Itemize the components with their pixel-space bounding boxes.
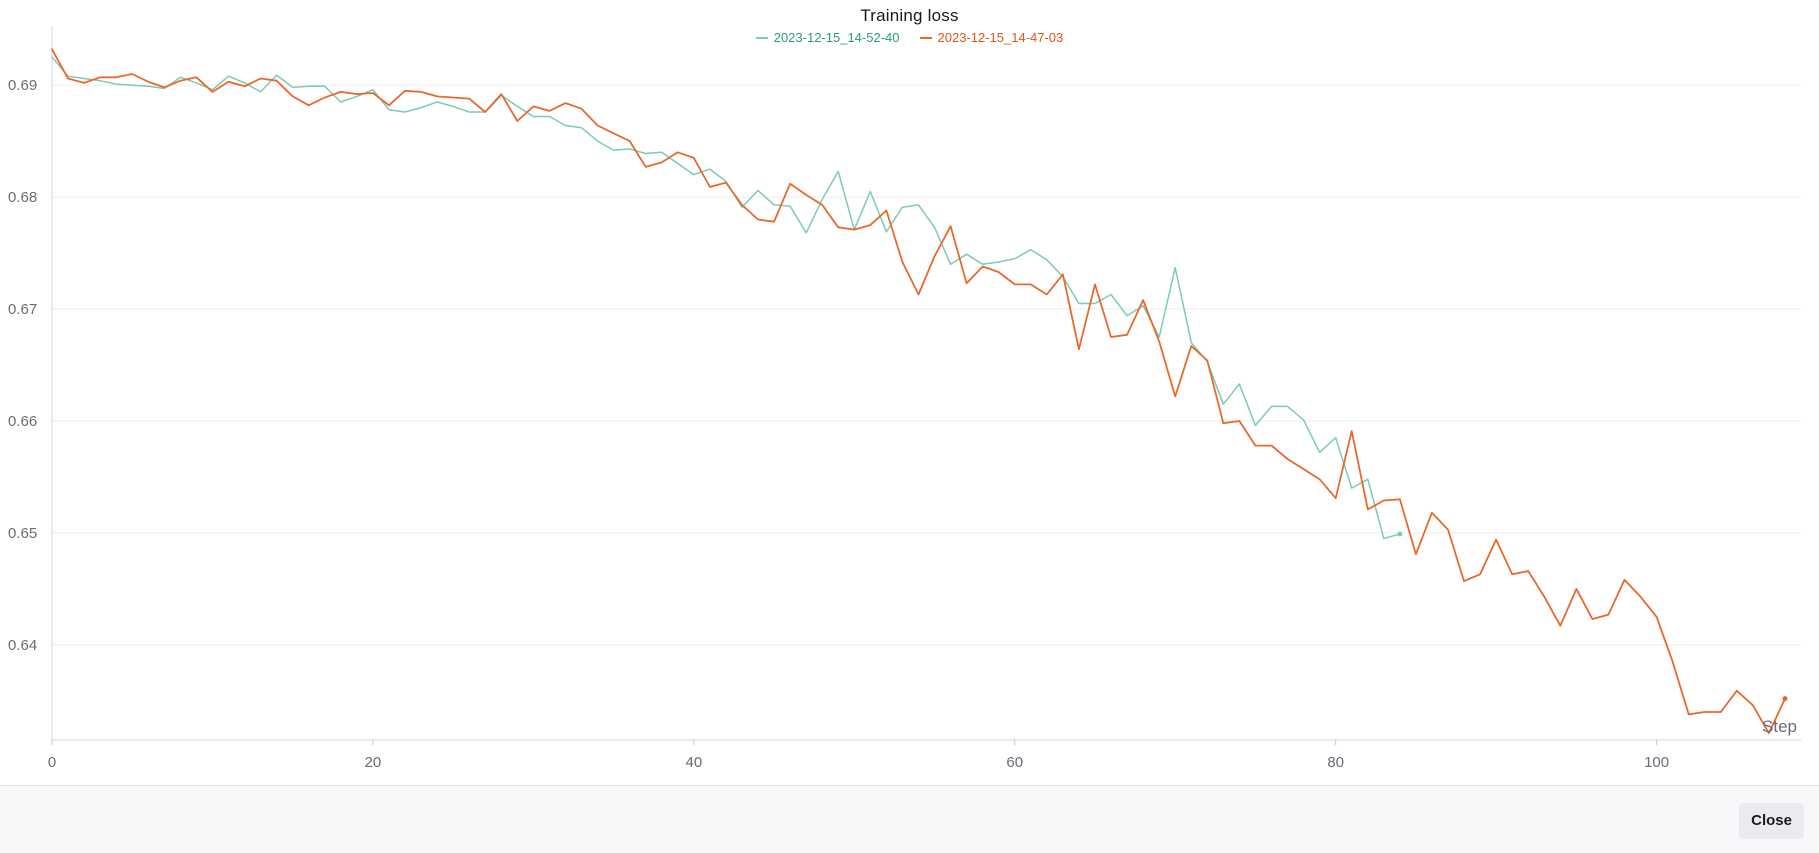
series-end-point xyxy=(1782,696,1788,702)
y-tick-label: 0.65 xyxy=(8,525,37,542)
y-tick-label: 0.69 xyxy=(8,77,37,94)
series-line-2 xyxy=(51,48,1786,735)
x-tick-label: 80 xyxy=(1327,754,1344,771)
chart-title: Training loss xyxy=(860,6,959,25)
legend-item-series-1[interactable]: 2023-12-15_14-52-40 xyxy=(755,30,900,45)
legend-label: 2023-12-15_14-52-40 xyxy=(773,30,900,45)
series-end-point xyxy=(1397,531,1403,537)
x-axis-label: Step xyxy=(1762,717,1797,736)
legend-swatch xyxy=(919,36,932,39)
legend: 2023-12-15_14-52-40 2023-12-15_14-47-03 xyxy=(0,30,1819,45)
legend-label: 2023-12-15_14-47-03 xyxy=(937,30,1064,45)
x-tick-label: 60 xyxy=(1006,754,1023,771)
x-tick-label: 20 xyxy=(365,754,382,771)
y-tick-label: 0.66 xyxy=(8,413,37,430)
x-tick-label: 0 xyxy=(48,754,56,771)
legend-swatch xyxy=(755,36,768,39)
x-tick-label: 100 xyxy=(1644,754,1669,771)
x-tick-label: 40 xyxy=(685,754,702,771)
y-tick-label: 0.68 xyxy=(8,189,37,206)
footer-bar: Close xyxy=(0,785,1819,853)
series-line-1 xyxy=(51,56,1401,540)
line-chart: 0.64 0.65 0.66 0.67 0.68 0.69 0 20 40 60 80 100 Step xyxy=(8,26,1801,771)
y-tick-label: 0.67 xyxy=(8,301,37,318)
y-tick-label: 0.64 xyxy=(8,637,37,654)
close-button[interactable]: Close xyxy=(1739,803,1804,839)
chart-area: 0.64 0.65 0.66 0.67 0.68 0.69 0 20 40 60 80 100 Step… xyxy=(0,6,1819,771)
legend-item-series-2[interactable]: 2023-12-15_14-47-03 xyxy=(919,30,1064,45)
